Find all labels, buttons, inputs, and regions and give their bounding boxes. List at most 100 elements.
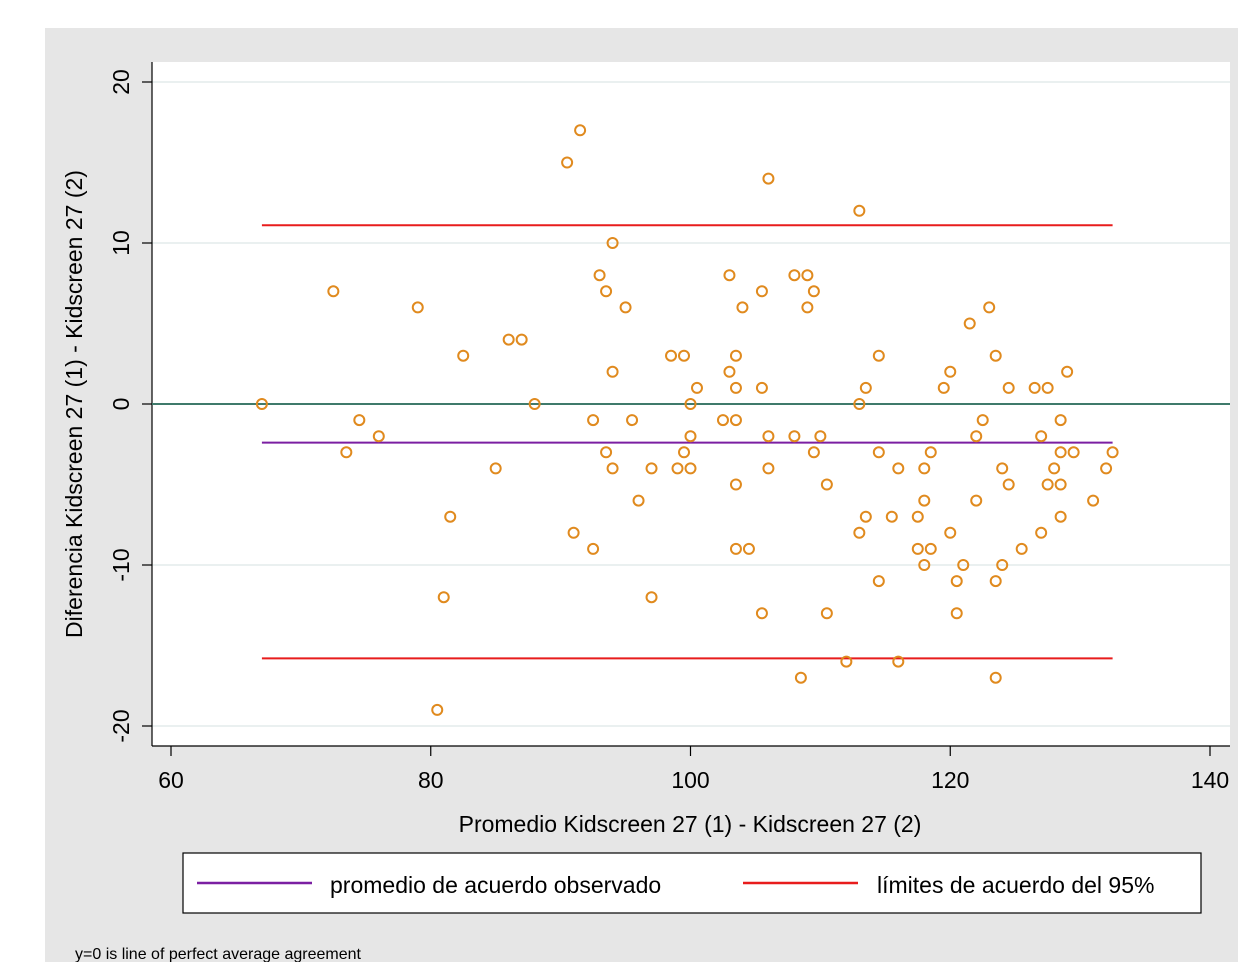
data-point: [885, 510, 898, 523]
data-point: [989, 671, 1002, 684]
data-point: [755, 607, 768, 620]
data-point: [820, 607, 833, 620]
data-point: [853, 398, 866, 410]
data-point: [996, 462, 1009, 475]
y-tick-label: -10: [108, 548, 134, 581]
data-point: [989, 349, 1002, 362]
data-point: [807, 285, 820, 298]
data-point: [678, 446, 691, 459]
x-tick-label: 140: [1191, 767, 1229, 793]
legend: promedio de acuerdo observado límites de…: [182, 852, 1202, 914]
data-point: [567, 526, 580, 539]
data-point: [794, 671, 807, 684]
legend-box: [182, 852, 1202, 914]
data-point: [729, 542, 742, 555]
data-point: [729, 381, 742, 394]
y-ticks: -20 -10 0 10 20: [108, 69, 152, 743]
x-tick-label: 100: [671, 767, 709, 793]
data-point: [690, 381, 703, 394]
x-ticks: 60 80 100 120 140: [158, 746, 1229, 793]
data-point: [684, 398, 697, 410]
data-point: [678, 349, 691, 362]
data-point: [1087, 494, 1100, 507]
data-point: [1106, 446, 1119, 459]
data-point: [762, 462, 775, 475]
data-point: [996, 559, 1009, 571]
data-point: [911, 510, 924, 523]
data-point: [457, 349, 470, 362]
data-point: [528, 398, 541, 410]
data-point: [853, 204, 866, 217]
data-point: [970, 494, 983, 507]
data-point: [729, 414, 742, 427]
data-point: [872, 575, 885, 588]
data-point: [1054, 510, 1067, 523]
data-point: [801, 269, 814, 282]
data-point: [327, 285, 340, 298]
data-point: [944, 365, 957, 378]
data-point: [587, 542, 600, 555]
data-point: [801, 301, 814, 314]
data-point: [918, 462, 931, 475]
data-point: [950, 575, 963, 588]
y-tick-label: 0: [108, 398, 134, 411]
legend-label-limits: límites de acuerdo del 95%: [877, 872, 1154, 898]
data-point: [788, 430, 801, 443]
data-point: [723, 269, 736, 282]
data-point: [924, 446, 937, 459]
data-point: [729, 349, 742, 362]
x-axis-label: Promedio Kidscreen 27 (1) - Kidscreen 27…: [459, 811, 922, 837]
data-point: [1028, 381, 1041, 394]
data-point: [606, 462, 619, 475]
data-point: [918, 559, 931, 571]
data-point: [853, 526, 866, 539]
data-point: [989, 575, 1002, 588]
data-point: [1048, 462, 1061, 475]
data-point: [353, 414, 366, 427]
data-point: [957, 559, 970, 571]
data-point: [963, 317, 976, 330]
data-point: [755, 381, 768, 394]
footnote: y=0 is line of perfect average agreement: [75, 946, 362, 962]
data-point: [600, 285, 613, 298]
data-point: [515, 333, 528, 346]
data-point: [489, 462, 502, 475]
data-point: [437, 591, 450, 604]
data-point: [1041, 478, 1054, 491]
x-tick-label: 120: [931, 767, 969, 793]
data-point: [645, 462, 658, 475]
data-point: [600, 446, 613, 459]
data-points: [255, 124, 1119, 716]
data-point: [1054, 414, 1067, 427]
data-point: [255, 398, 268, 410]
data-point: [892, 655, 905, 668]
data-point: [645, 591, 658, 604]
x-tick-label: 80: [418, 767, 444, 793]
data-point: [626, 414, 639, 427]
y-tick-label: 10: [108, 230, 134, 256]
data-point: [340, 446, 353, 459]
data-point: [716, 414, 729, 427]
data-point: [411, 301, 424, 314]
data-point: [892, 462, 905, 475]
data-point: [574, 124, 587, 137]
data-point: [444, 510, 457, 523]
data-point: [983, 301, 996, 314]
data-point: [911, 542, 924, 555]
data-point: [1100, 462, 1113, 475]
data-point: [606, 365, 619, 378]
data-point: [918, 494, 931, 507]
data-point: [1054, 478, 1067, 491]
x-tick-label: 60: [158, 767, 184, 793]
data-point: [431, 703, 444, 716]
data-point: [1002, 381, 1015, 394]
data-point: [587, 414, 600, 427]
data-point: [970, 430, 983, 443]
data-point: [872, 349, 885, 362]
data-point: [937, 381, 950, 394]
data-point: [1035, 430, 1048, 443]
data-point: [1041, 381, 1054, 394]
data-point: [502, 333, 515, 346]
data-point: [742, 542, 755, 555]
